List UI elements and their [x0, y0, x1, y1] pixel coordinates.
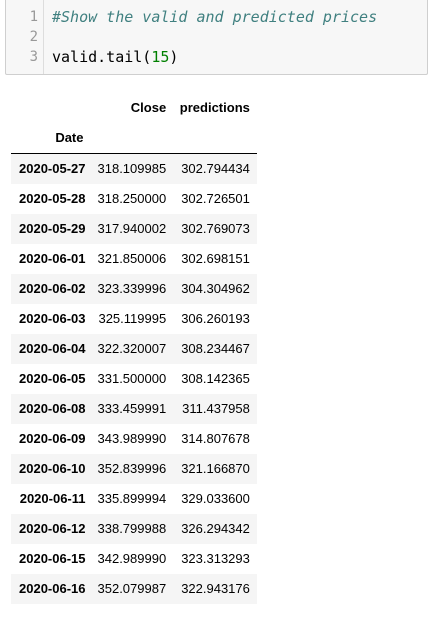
cell-close: 335.899994 — [97, 491, 167, 506]
cell-predictions: 321.166870 — [181, 461, 250, 476]
row-index-date: 2020-06-01 — [19, 251, 86, 266]
cell-close: 331.500000 — [97, 371, 167, 386]
dataframe-table: Close predictions Date 2020-05-27 318.109… — [11, 93, 257, 604]
code-line-1[interactable]: #Show the valid and predicted prices — [52, 7, 377, 27]
code-call: valid.tail( — [52, 48, 152, 66]
table-row: 2020-06-16 352.079987 322.943176 — [11, 574, 257, 604]
table-row: 2020-06-09 343.989990 314.807678 — [11, 424, 257, 454]
row-index-date: 2020-05-28 — [19, 191, 86, 206]
cell-predictions: 304.304962 — [181, 281, 250, 296]
row-index-date: 2020-06-04 — [19, 341, 86, 356]
cell-predictions: 311.437958 — [182, 401, 250, 416]
cell-close: 321.850006 — [97, 251, 167, 266]
cell-predictions: 326.294342 — [181, 521, 250, 536]
cell-close: 338.799988 — [97, 521, 167, 536]
table-row: 2020-06-03 325.119995 306.260193 — [11, 304, 257, 334]
index-name-row: Date — [11, 123, 257, 154]
cell-close: 352.079987 — [97, 581, 167, 596]
table-row: 2020-06-12 338.799988 326.294342 — [11, 514, 257, 544]
code-line-3[interactable]: valid.tail(15) — [52, 47, 178, 67]
cell-predictions: 302.769073 — [181, 221, 250, 236]
row-index-date: 2020-06-10 — [19, 461, 86, 476]
row-index-date: 2020-06-05 — [19, 371, 86, 386]
cell-close: 352.839996 — [97, 461, 167, 476]
cell-predictions: 302.794434 — [181, 161, 250, 176]
row-index-date: 2020-06-16 — [19, 581, 86, 596]
row-index-date: 2020-05-27 — [19, 161, 86, 176]
blank-header-cell — [92, 123, 174, 154]
row-index-date: 2020-05-29 — [19, 221, 86, 236]
cell-close: 323.339996 — [97, 281, 167, 296]
row-index-date: 2020-06-08 — [19, 401, 86, 416]
cell-predictions: 322.943176 — [181, 581, 250, 596]
blank-header-cell — [173, 123, 257, 154]
table-row: 2020-06-01 321.850006 302.698151 — [11, 244, 257, 274]
cell-predictions: 314.807678 — [181, 431, 250, 446]
table-row: 2020-06-04 322.320007 308.234467 — [11, 334, 257, 364]
line-number: 1 — [29, 9, 38, 25]
code-comment: #Show the valid and predicted prices — [52, 8, 378, 26]
row-index-date: 2020-06-02 — [19, 281, 86, 296]
table-row: 2020-05-29 317.940002 302.769073 — [11, 214, 257, 244]
cell-close: 342.989990 — [97, 551, 167, 566]
row-index-date: 2020-06-09 — [19, 431, 86, 446]
line-number: 2 — [29, 29, 38, 45]
table-row: 2020-06-11 335.899994 329.033600 — [11, 484, 257, 514]
row-index-date: 2020-06-12 — [19, 521, 86, 536]
line-number-gutter: 1 2 3 — [6, 0, 44, 74]
table-row: 2020-06-15 342.989990 323.313293 — [11, 544, 257, 574]
table-row: 2020-05-28 318.250000 302.726501 — [11, 184, 257, 214]
row-index-date: 2020-06-03 — [19, 311, 86, 326]
cell-close: 325.119995 — [98, 311, 167, 326]
cell-close: 333.459991 — [97, 401, 167, 416]
blank-header-cell — [11, 93, 92, 123]
row-index-date: 2020-06-15 — [19, 551, 86, 566]
cell-output: Close predictions Date 2020-05-27 318.109… — [11, 93, 257, 604]
index-name-header: Date — [55, 130, 84, 145]
table-row: 2020-06-02 323.339996 304.304962 — [11, 274, 257, 304]
table-row: 2020-05-27 318.109985 302.794434 — [11, 153, 257, 184]
code-number-arg: 15 — [151, 48, 170, 66]
cell-predictions: 308.142365 — [181, 371, 250, 386]
cell-predictions: 323.313293 — [181, 551, 250, 566]
cell-predictions: 308.234467 — [181, 341, 250, 356]
cell-predictions: 329.033600 — [181, 491, 250, 506]
cell-close: 343.989990 — [97, 431, 167, 446]
cell-predictions: 302.726501 — [181, 191, 250, 206]
cell-predictions: 302.698151 — [181, 251, 250, 266]
table-row: 2020-06-08 333.459991 311.437958 — [11, 394, 257, 424]
column-header-predictions: predictions — [179, 100, 250, 115]
line-number: 3 — [29, 49, 38, 65]
column-header-close: Close — [130, 100, 167, 115]
cell-close: 318.250000 — [97, 191, 167, 206]
table-row: 2020-06-10 352.839996 321.166870 — [11, 454, 257, 484]
cell-close: 322.320007 — [97, 341, 167, 356]
code-cell[interactable]: 1 2 3 #Show the valid and predicted pric… — [5, 0, 428, 75]
cell-close: 317.940002 — [97, 221, 167, 236]
table-body: 2020-05-27 318.109985 302.794434 2020-05-28… — [11, 153, 257, 604]
cell-close: 318.109985 — [97, 161, 167, 176]
table-row: 2020-06-05 331.500000 308.142365 — [11, 364, 257, 394]
table-header-row: Close predictions — [11, 93, 257, 123]
cell-predictions: 306.260193 — [181, 311, 250, 326]
code-close-paren: ) — [169, 48, 179, 66]
row-index-date: 2020-06-11 — [19, 491, 86, 506]
